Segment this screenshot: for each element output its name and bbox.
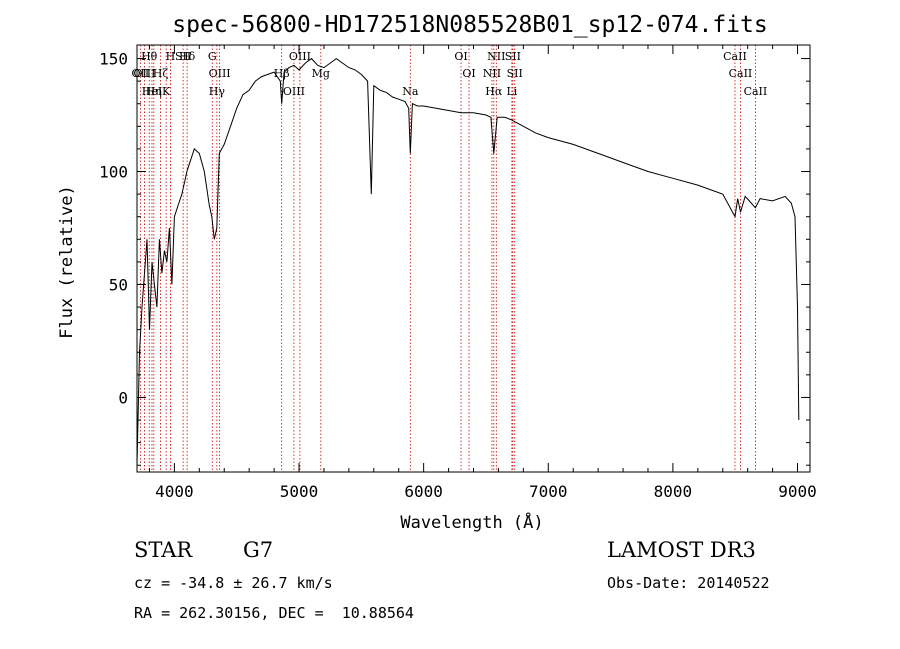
spectral-line-label: Hη [146, 85, 162, 98]
coordinates: RA = 262.30156, DEC = 10.88564 [134, 604, 414, 622]
spectral-line-label: SII [507, 67, 523, 80]
x-tick-label: 5000 [280, 482, 319, 501]
axes-frame [136, 44, 811, 473]
spectral-line-label: H [166, 50, 176, 63]
x-tick-label: 6000 [404, 482, 443, 501]
survey-name: LAMOST DR3 [607, 538, 756, 562]
x-tick-label: 8000 [654, 482, 693, 501]
y-tick-label: 100 [99, 163, 128, 182]
y-tick-label: 0 [118, 388, 128, 407]
redshift-velocity: cz = -34.8 ± 26.7 km/s [134, 574, 333, 592]
chart-title: spec-56800-HD172518N085528B01_sp12-074.f… [172, 12, 767, 38]
y-tick-label: 50 [109, 275, 128, 294]
spectral-line-label: G [208, 50, 217, 63]
observation-date: Obs-Date: 20140522 [607, 574, 770, 592]
x-tick-label: 4000 [155, 482, 194, 501]
spectral-line-label: NII [487, 50, 505, 63]
spectral-line-label: Hα [485, 85, 503, 98]
x-tick-label: 9000 [778, 482, 817, 501]
spectral-line-label: SII [175, 50, 191, 63]
plot-area: HθHζKHδOIIHeISIIOIIIHηHOIIIHγGHβOIIIOIII… [99, 44, 817, 501]
object-class: STAR [134, 538, 193, 562]
spectral-line-label: Hθ [141, 50, 158, 63]
y-axis-label: Flux (relative) [57, 185, 77, 339]
x-axis-label: Wavelength (Å) [400, 511, 543, 533]
spectral-line-label: Li [506, 85, 517, 98]
spectral-line-label: OI [462, 67, 475, 80]
spectral-line-label: CaII [744, 85, 768, 98]
spectral-line-label: OI [454, 50, 467, 63]
x-tick-label: 7000 [529, 482, 568, 501]
spectral-line-label: OIII [283, 85, 305, 98]
y-tick-label: 150 [99, 50, 128, 69]
spectral-line-label: NII [483, 67, 501, 80]
spectral-line-label: OII [132, 67, 150, 80]
spectral-line-label: OIII [133, 67, 155, 80]
spectral-line-label: HeI [142, 85, 162, 98]
spectral-line-label: OIII [209, 67, 231, 80]
spectral-line-label: OIII [289, 50, 311, 63]
spectral-line-label: K [162, 85, 171, 98]
spectral-line-label: Hζ [153, 67, 169, 80]
spectral-line-label: Hγ [209, 85, 226, 98]
spectral-line-label: CaII [729, 67, 753, 80]
spectral-line-label: Hδ [179, 50, 196, 63]
flux-series-line [136, 57, 800, 466]
spectral-line-label: Mg [312, 67, 330, 80]
spectral-line-label: Na [402, 85, 419, 98]
object-subclass: G7 [243, 538, 274, 562]
spectral-line-label: SII [505, 50, 521, 63]
spectral-line-label: CaII [723, 50, 747, 63]
